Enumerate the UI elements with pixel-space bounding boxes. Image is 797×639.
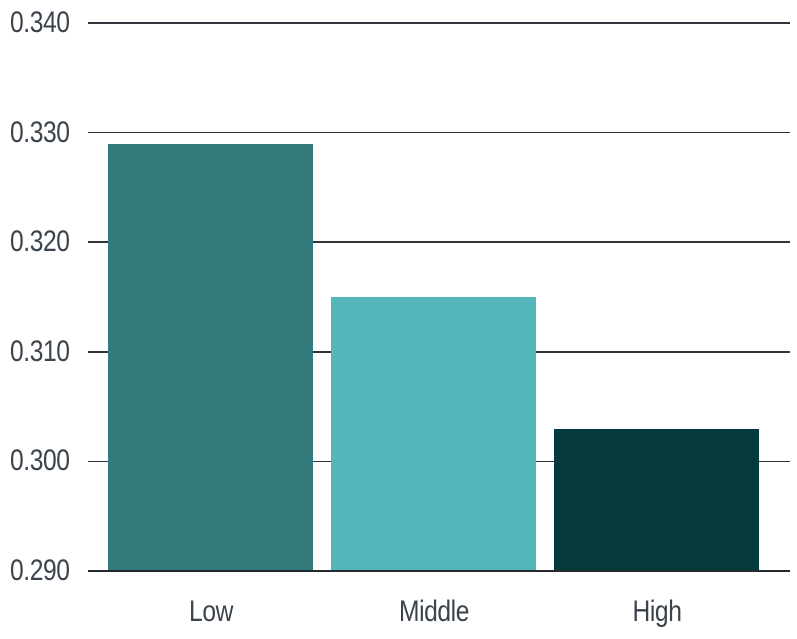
bar-low [108,143,313,571]
y-tick-label: 0.320 [10,225,70,259]
x-tick-label: High [632,595,681,628]
y-tick-label: 0.330 [10,115,70,149]
y-tick-label: 0.340 [10,6,70,39]
y-tick-label: 0.290 [10,554,70,587]
x-tick-label: Middle [398,595,469,628]
y-tick-label: 0.300 [10,444,70,478]
x-axis-line [88,570,790,572]
gridline [88,131,790,134]
bar-middle [331,297,536,571]
gridline [88,22,790,24]
bar-high [554,428,759,571]
gridline [88,241,790,243]
x-tick-label: Low [188,595,233,628]
y-tick-label: 0.310 [10,334,70,368]
